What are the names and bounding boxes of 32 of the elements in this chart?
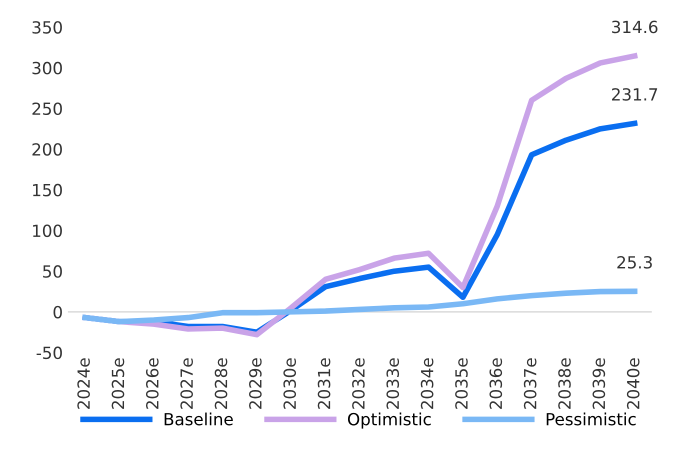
y-tick-label: 150 [33,184,62,196]
legend-label: Optimistic [348,412,431,429]
x-tick-label: 2031e [318,358,330,409]
x-tick-label: 2026e [146,358,159,409]
x-tick-label: 2028e [214,358,228,409]
x-tick-label: 2038e [558,358,571,409]
x-tick-label: 2035e [455,358,468,409]
x-tick-label: 2025e [112,358,124,409]
y-tick-label: 250 [32,102,62,116]
x-tick-label: 2029e [249,358,262,409]
legend-label: Baseline [164,412,233,426]
y-tick-label: 100 [33,224,62,238]
x-tick-label: 2032e [352,358,365,409]
x-tick-label: 2040e [626,358,640,409]
data-label: 314.6 [612,20,658,34]
x-tick-label: 2039e [592,358,606,409]
y-tick-label: -50 [36,346,62,360]
y-tick-label: 300 [32,62,62,74]
x-tick-label: 2030e [283,358,296,409]
y-tick-label: 200 [32,143,62,156]
y-tick-label: 350 [32,21,62,34]
x-tick-label: 2036e [489,358,502,409]
y-tick-label: 50 [43,265,62,278]
data-label: 231.7 [612,88,658,101]
legend-label: Pessimistic [546,412,636,426]
x-tick-label: 2027e [180,358,193,409]
x-tick-label: 2037e [524,358,536,409]
x-tick-label: 2034e [420,358,434,409]
x-tick-label: 2033e [386,358,400,409]
x-tick-label: 2024e [77,358,90,409]
y-tick-label: 0 [54,306,62,318]
data-label: 25.3 [617,256,652,269]
